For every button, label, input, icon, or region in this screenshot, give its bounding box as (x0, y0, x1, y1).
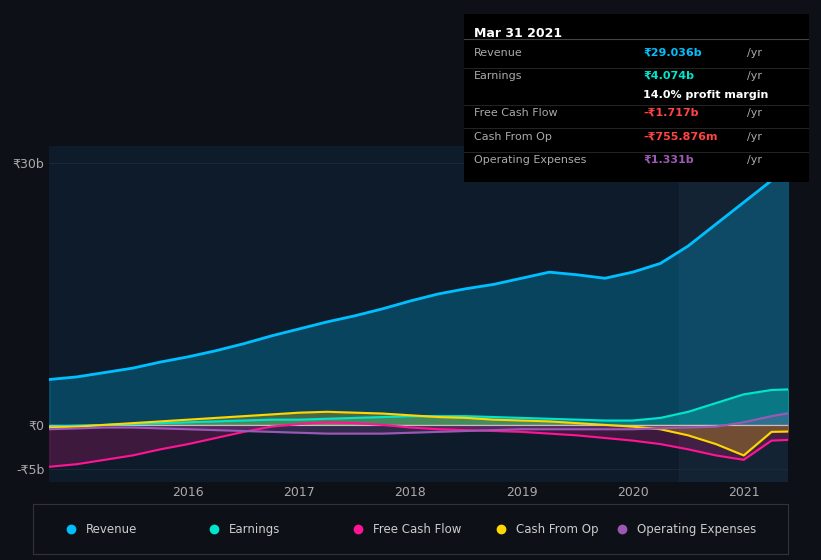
Text: ₹1.331b: ₹1.331b (643, 155, 694, 165)
Text: -₹755.876m: -₹755.876m (643, 132, 718, 142)
Text: Operating Expenses: Operating Expenses (475, 155, 586, 165)
Text: Earnings: Earnings (229, 522, 281, 536)
Text: Operating Expenses: Operating Expenses (637, 522, 756, 536)
Text: ₹29.036b: ₹29.036b (643, 48, 702, 58)
Text: Revenue: Revenue (85, 522, 137, 536)
Text: Cash From Op: Cash From Op (475, 132, 552, 142)
Text: Earnings: Earnings (475, 71, 523, 81)
Text: ₹4.074b: ₹4.074b (643, 71, 695, 81)
Text: Revenue: Revenue (475, 48, 523, 58)
Text: /yr: /yr (746, 48, 762, 58)
Text: /yr: /yr (746, 155, 762, 165)
Text: Free Cash Flow: Free Cash Flow (475, 108, 557, 118)
Text: -₹1.717b: -₹1.717b (643, 108, 699, 118)
Text: Free Cash Flow: Free Cash Flow (373, 522, 461, 536)
Text: Cash From Op: Cash From Op (516, 522, 599, 536)
Text: /yr: /yr (746, 108, 762, 118)
Text: /yr: /yr (746, 71, 762, 81)
Text: /yr: /yr (746, 132, 762, 142)
Text: 14.0% profit margin: 14.0% profit margin (643, 90, 768, 100)
Bar (679, 146, 788, 482)
Text: Mar 31 2021: Mar 31 2021 (475, 27, 562, 40)
